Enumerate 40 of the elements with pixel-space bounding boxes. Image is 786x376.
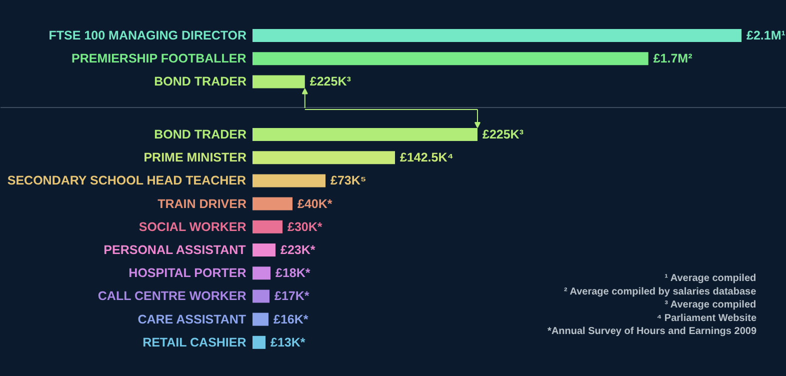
bar xyxy=(252,244,276,256)
y-tick-label: PREMIERSHIP FOOTBALLER xyxy=(71,52,246,66)
data-label: £142.5K⁴ xyxy=(400,150,454,165)
data-label: £23K* xyxy=(280,243,316,257)
text: ² Average compiled by salaries database xyxy=(564,286,757,298)
text: *Annual Survey of Hours and Earnings 2009 xyxy=(548,326,757,338)
data-label: £2.1M¹ xyxy=(746,28,786,42)
y-tick-label: RETAIL CASHIER xyxy=(142,335,246,350)
data-label: £18K* xyxy=(276,266,310,280)
text: ¹ Average compiled xyxy=(664,273,756,284)
data-label: £225K³ xyxy=(482,128,524,142)
y-tick-label: FTSE 100 MANAGING DIRECTOR xyxy=(48,28,247,42)
bar xyxy=(252,290,270,303)
data-label: £40K* xyxy=(298,196,332,211)
y-tick-label: BOND TRADER xyxy=(154,74,246,89)
bar xyxy=(252,151,395,164)
bar xyxy=(252,197,292,210)
y-tick-label: PRIME MINISTER xyxy=(144,150,247,165)
text: ⁴ Parliament Website xyxy=(656,312,757,324)
data-label: £16K* xyxy=(274,312,308,326)
data-label: £13K* xyxy=(270,335,306,350)
y-tick-label: SOCIAL WORKER xyxy=(138,220,246,234)
bar xyxy=(252,174,326,188)
y-tick-label: PERSONAL ASSISTANT xyxy=(104,243,246,257)
y-tick-label: CARE ASSISTANT xyxy=(138,312,246,326)
bar xyxy=(252,220,282,234)
data-label: £225K³ xyxy=(310,74,351,89)
y-tick-label: TRAIN DRIVER xyxy=(158,196,247,211)
text: ³ Average compiled xyxy=(664,300,756,311)
bar xyxy=(252,336,266,349)
y-tick-label: SECONDARY SCHOOL HEAD TEACHER xyxy=(7,174,246,188)
data-label: £17K* xyxy=(274,289,310,304)
y-tick-label: BOND TRADER xyxy=(154,128,246,142)
data-label: £30K* xyxy=(288,220,322,234)
bar xyxy=(252,312,268,326)
data-label: £73K⁵ xyxy=(330,174,366,188)
y-tick-label: HOSPITAL PORTER xyxy=(128,266,246,280)
y-tick-label: CALL CENTRE WORKER xyxy=(98,289,246,304)
bar xyxy=(252,266,270,280)
data-label: £1.7M² xyxy=(653,52,692,66)
